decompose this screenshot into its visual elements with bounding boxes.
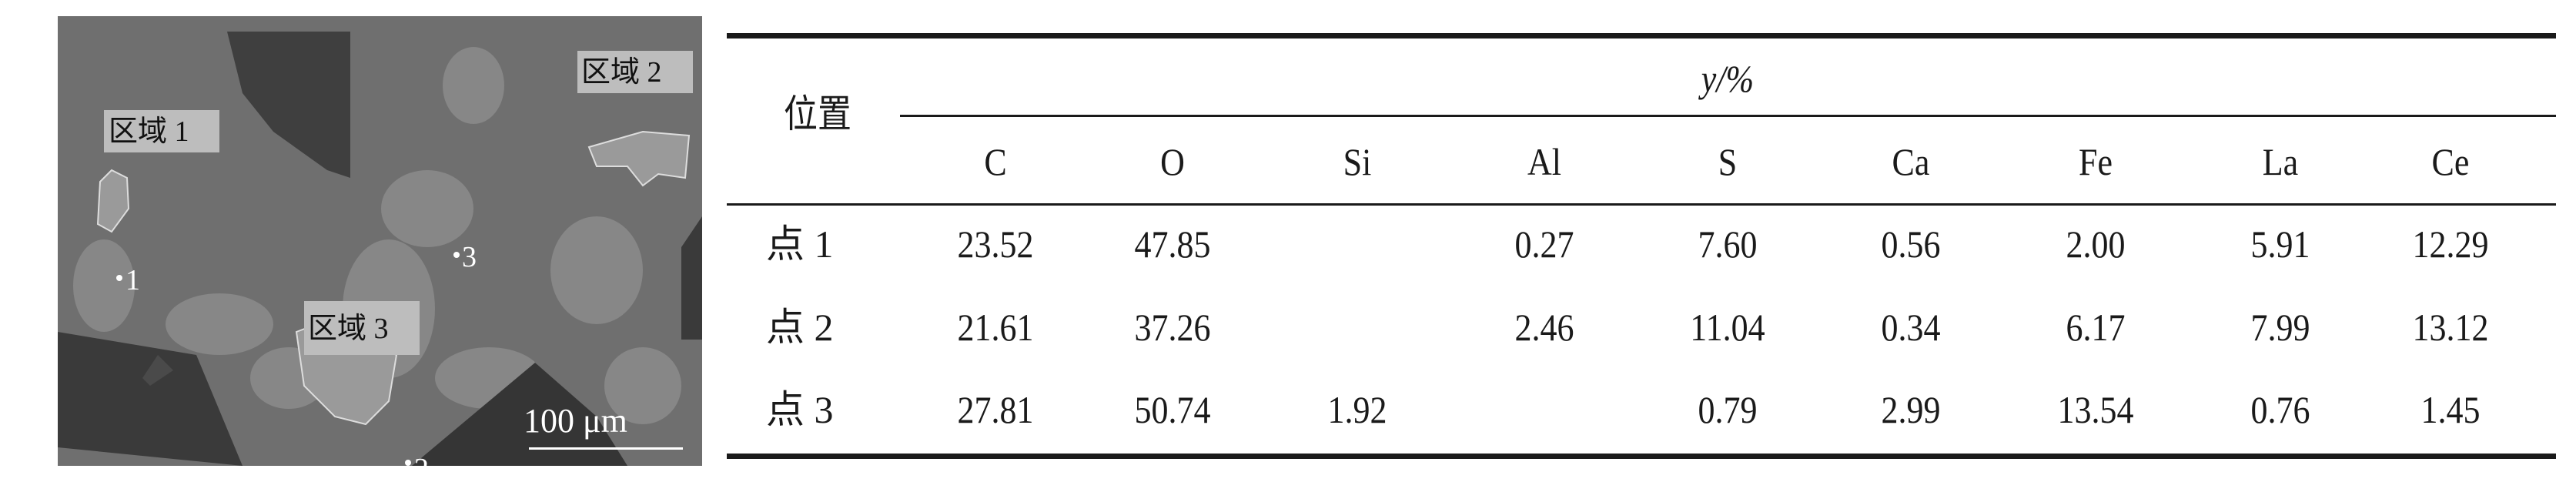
table-cell: 13.12	[2412, 306, 2489, 349]
column-header-fe: Fe	[2079, 140, 2113, 183]
sem-micrograph: 区域 1 区域 2 区域 3 1 2 3 100 μm	[58, 16, 702, 466]
table-cell: 37.26	[1134, 306, 1211, 349]
table-cell: 13.54	[2057, 388, 2134, 431]
table-cell: 7.60	[1698, 223, 1758, 266]
header-rule	[727, 203, 2556, 206]
point-2-label: 2	[414, 453, 429, 466]
table-cell: 2.99	[1881, 388, 1941, 431]
group-header: y/%	[1701, 57, 1755, 100]
table-cell: 1.92	[1327, 388, 1387, 431]
table-cell: 12.29	[2412, 223, 2489, 266]
column-header-si: Si	[1343, 140, 1372, 183]
bottom-rule	[727, 454, 2556, 459]
column-header-s: S	[1718, 140, 1738, 183]
point-3-label: 3	[462, 241, 477, 273]
table-cell: 2.00	[2066, 223, 2126, 266]
row-label: 点 3	[766, 388, 834, 431]
region-1-label: 区域 1	[109, 115, 189, 148]
table-cell: 0.76	[2250, 388, 2310, 431]
group-rule	[900, 115, 2556, 117]
scale-bar	[529, 447, 683, 450]
region-2-label: 区域 2	[581, 56, 662, 89]
point-1-label: 1	[125, 264, 140, 296]
table-cell: 6.17	[2066, 306, 2126, 349]
table-cell: 1.45	[2420, 388, 2481, 431]
row-label: 点 1	[766, 223, 834, 266]
column-header-c: C	[984, 140, 1007, 183]
top-rule	[727, 33, 2556, 38]
region-3-label: 区域 3	[308, 313, 389, 345]
scale-bar-label: 100 μm	[524, 402, 627, 440]
table-cell: 21.61	[957, 306, 1034, 349]
row-header: 位置	[784, 92, 851, 136]
region-2-outline	[587, 130, 691, 187]
row-label: 点 2	[766, 306, 834, 349]
column-header-ca: Ca	[1892, 140, 1930, 183]
column-header-ce: Ce	[2431, 140, 2470, 183]
table-cell: 2.46	[1514, 306, 1574, 349]
table-cell: 0.56	[1881, 223, 1941, 266]
column-header-o: O	[1160, 140, 1185, 183]
table-cell: 7.99	[2250, 306, 2310, 349]
table-cell: 0.27	[1514, 223, 1574, 266]
table-cell: 0.34	[1881, 306, 1941, 349]
table-cell: 50.74	[1134, 388, 1211, 431]
table-cell: 5.91	[2250, 223, 2310, 266]
column-header-al: Al	[1527, 140, 1561, 183]
table-cell: 47.85	[1134, 223, 1211, 266]
table-cell: 27.81	[957, 388, 1034, 431]
region-1-outline	[96, 169, 130, 233]
table-cell: 0.79	[1698, 388, 1758, 431]
table-cell: 11.04	[1690, 306, 1765, 349]
column-header-la: La	[2262, 140, 2299, 183]
table-cell: 23.52	[957, 223, 1034, 266]
